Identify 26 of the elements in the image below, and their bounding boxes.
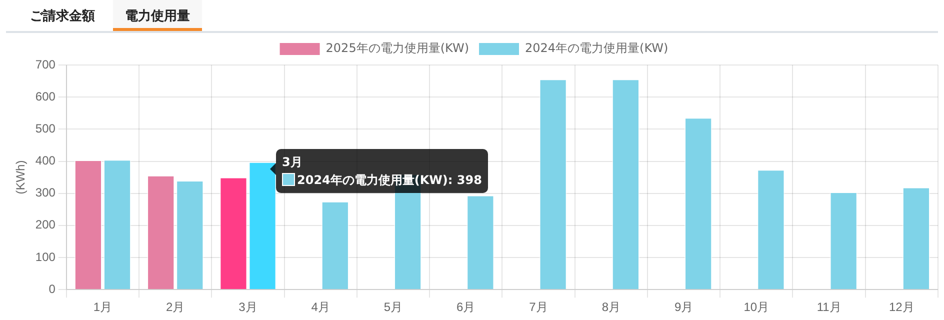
text: ご請求金額 <box>29 8 96 26</box>
y-tick-label: 300 <box>35 186 56 200</box>
x-tick-label: 11月 <box>816 300 842 314</box>
x-tick-label: 3月 <box>238 300 258 314</box>
y-tick-label: 0 <box>48 282 56 296</box>
x-tick-label: 2月 <box>166 300 185 314</box>
x-tick-label: 1月 <box>93 300 112 314</box>
y-tick-label: 600 <box>35 89 56 104</box>
y-axis-title: (KWh) <box>14 160 28 194</box>
x-tick-label: 9月 <box>674 300 694 314</box>
annotation: 3月 2024年の電力使用量(KW): 398 <box>282 155 482 187</box>
x-tick-label: 4月 <box>311 300 330 314</box>
y-tick-label: 500 <box>35 121 56 136</box>
x-tick-label: 6月 <box>456 300 476 314</box>
text: 電力使用量 <box>113 0 202 31</box>
y-tick-label: 200 <box>35 218 56 232</box>
x-tick-label: 7月 <box>529 300 548 314</box>
x-tick-label: 8月 <box>602 300 620 314</box>
y-tick-label: 700 <box>35 57 56 72</box>
legend-label: 2025年の電力使用量(KW) <box>326 41 470 56</box>
x-tick-label: 10月 <box>744 300 770 314</box>
y-tick-label: 100 <box>35 250 56 264</box>
y-tick-label: 400 <box>35 154 56 168</box>
x-tick-label: 5月 <box>384 300 403 314</box>
x-tick-label: 12月 <box>889 300 914 314</box>
legend-label: 2024年の電力使用量(KW) <box>525 41 668 56</box>
